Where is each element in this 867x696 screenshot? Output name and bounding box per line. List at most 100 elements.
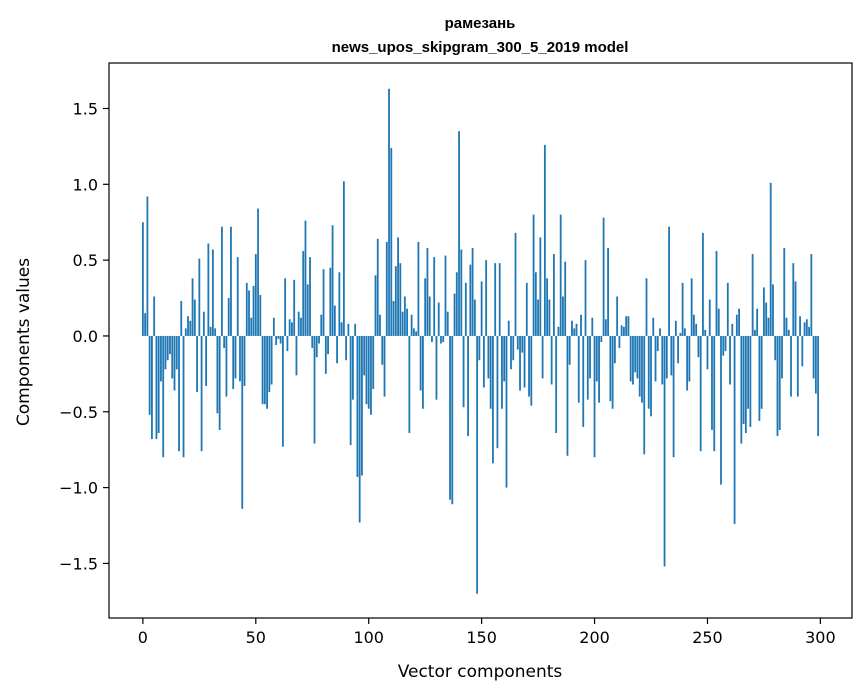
bar-27 bbox=[202, 311, 205, 336]
bar-108 bbox=[385, 241, 388, 336]
bar-7 bbox=[157, 335, 160, 433]
bar-201 bbox=[595, 335, 598, 382]
bar-153 bbox=[487, 335, 490, 379]
bar-91 bbox=[347, 323, 350, 336]
bar-102 bbox=[372, 335, 375, 390]
bar-76 bbox=[313, 335, 316, 444]
bar-213 bbox=[623, 326, 625, 336]
bar-285 bbox=[785, 317, 788, 336]
bar-221 bbox=[641, 335, 643, 403]
bar-212 bbox=[620, 325, 623, 336]
bar-54 bbox=[263, 335, 266, 405]
bar-168 bbox=[521, 335, 524, 353]
y-axis: 1.5 1.0 0.5 0.0 −0.5 −1.0 −1.5 bbox=[59, 99, 109, 573]
bar-297 bbox=[812, 335, 815, 379]
bar-87 bbox=[338, 272, 341, 336]
bar-166 bbox=[516, 335, 519, 350]
bar-169 bbox=[523, 335, 526, 388]
bar-229 bbox=[659, 328, 661, 336]
bar-240 bbox=[683, 328, 686, 336]
bar-118 bbox=[408, 335, 411, 433]
bar-8 bbox=[160, 335, 162, 382]
bar-226 bbox=[652, 317, 655, 336]
bar-165 bbox=[514, 232, 517, 336]
bar-276 bbox=[765, 302, 768, 336]
bar-264 bbox=[738, 308, 740, 336]
bar-136 bbox=[449, 335, 451, 500]
bar-78 bbox=[318, 335, 320, 344]
bar-161 bbox=[505, 335, 508, 488]
bar-220 bbox=[638, 335, 641, 397]
bar-115 bbox=[401, 311, 404, 336]
bar-34 bbox=[218, 335, 221, 430]
y-tick-label: −0.5 bbox=[59, 403, 98, 422]
bar-112 bbox=[394, 266, 397, 336]
bar-211 bbox=[618, 335, 621, 349]
bar-215 bbox=[627, 316, 630, 336]
bar-244 bbox=[693, 314, 695, 336]
bar-227 bbox=[654, 335, 657, 382]
bar-95 bbox=[356, 335, 359, 477]
bar-38 bbox=[227, 298, 230, 336]
bar-164 bbox=[512, 335, 515, 361]
bar-262 bbox=[733, 335, 736, 524]
bar-242 bbox=[688, 335, 691, 382]
bar-156 bbox=[494, 263, 497, 336]
bar-140 bbox=[458, 131, 460, 336]
bar-93 bbox=[352, 335, 354, 400]
x-axis: 0 50 100 150 200 250 300 bbox=[138, 618, 836, 647]
bar-70 bbox=[300, 317, 302, 336]
bar-199 bbox=[591, 317, 594, 336]
bar-152 bbox=[485, 260, 488, 336]
x-tick-label: 300 bbox=[805, 628, 836, 647]
bar-171 bbox=[528, 335, 530, 397]
bar-278 bbox=[769, 182, 772, 336]
bar-46 bbox=[245, 282, 248, 336]
bar-43 bbox=[239, 335, 241, 382]
bar-200 bbox=[593, 335, 596, 458]
bar-84 bbox=[331, 225, 334, 336]
bar-206 bbox=[607, 248, 609, 336]
bar-92 bbox=[349, 335, 352, 446]
bar-110 bbox=[390, 147, 393, 336]
bar-143 bbox=[464, 282, 467, 336]
bar-15 bbox=[175, 335, 178, 370]
bar-155 bbox=[492, 335, 494, 464]
bar-39 bbox=[230, 226, 232, 336]
bar-126 bbox=[426, 248, 429, 336]
bar-113 bbox=[397, 237, 399, 336]
bar-279 bbox=[772, 284, 774, 336]
bar-22 bbox=[191, 278, 194, 336]
bar-40 bbox=[232, 335, 235, 390]
bar-162 bbox=[507, 320, 510, 336]
bar-288 bbox=[792, 263, 795, 336]
bar-63 bbox=[284, 278, 287, 336]
bar-88 bbox=[340, 322, 343, 336]
bar-231 bbox=[663, 335, 666, 567]
bar-83 bbox=[329, 267, 332, 336]
bar-177 bbox=[541, 335, 544, 379]
bar-182 bbox=[552, 254, 555, 336]
bar-16 bbox=[178, 335, 180, 452]
bar-98 bbox=[363, 335, 366, 376]
bar-291 bbox=[799, 316, 801, 336]
bar-239 bbox=[681, 282, 684, 336]
bar-241 bbox=[686, 335, 689, 391]
bar-138 bbox=[453, 293, 456, 336]
bar-105 bbox=[379, 314, 381, 336]
bar-267 bbox=[744, 335, 747, 433]
bar-248 bbox=[702, 232, 704, 336]
y-tick-label: 1.0 bbox=[73, 175, 98, 194]
bar-5 bbox=[153, 296, 156, 336]
bar-170 bbox=[525, 282, 528, 336]
bar-86 bbox=[336, 335, 338, 364]
bar-135 bbox=[446, 311, 449, 336]
bar-132 bbox=[440, 335, 442, 344]
bar-228 bbox=[656, 335, 659, 352]
bar-258 bbox=[724, 335, 727, 352]
bar-127 bbox=[428, 296, 431, 336]
bar-10 bbox=[164, 335, 167, 370]
bar-17 bbox=[180, 301, 183, 336]
bar-79 bbox=[320, 314, 323, 336]
